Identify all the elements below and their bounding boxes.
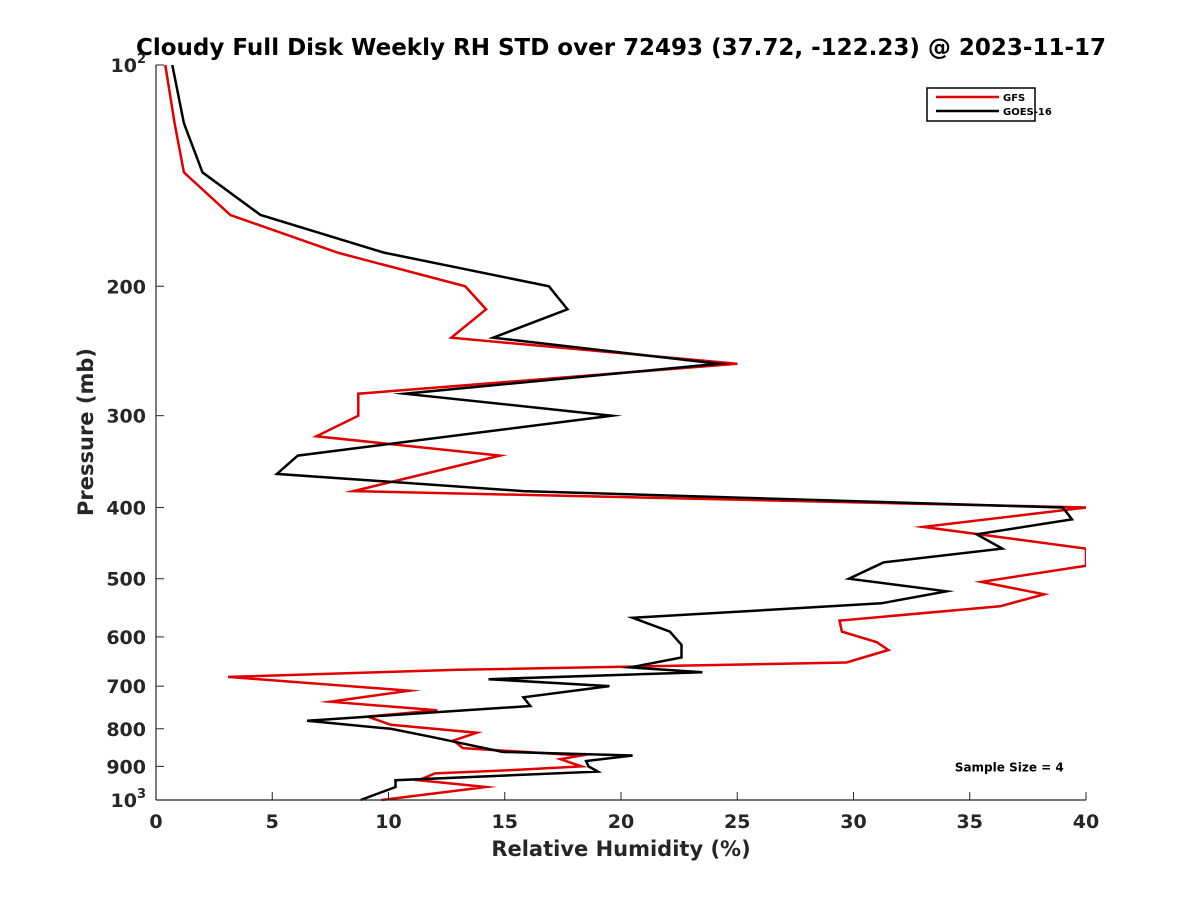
y-ticks: 102 200 300 400 500 600 700 800 900 103	[106, 52, 164, 812]
x-tick-label: 15	[492, 811, 518, 833]
y-tick-label: 700	[106, 676, 146, 698]
x-tick-label: 20	[608, 811, 634, 833]
x-tick-label: 35	[957, 811, 983, 833]
legend: GFS GOES-16	[926, 87, 1052, 122]
series-line-goes-16	[171, 64, 1075, 802]
x-axis-label: Relative Humidity (%)	[491, 837, 750, 861]
x-tick-label: 5	[266, 811, 279, 833]
x-tick-label: 10	[375, 811, 401, 833]
chart-title: Cloudy Full Disk Weekly RH STD over 7249…	[136, 35, 1106, 61]
y-tick-label: 600	[106, 627, 146, 649]
y-tick-label: 800	[106, 719, 146, 741]
annotations: Sample Size = 4	[955, 760, 1064, 774]
y-tick-label: 400	[106, 498, 146, 520]
y-tick-label: 102	[111, 52, 147, 77]
y-axis-label: Pressure (mb)	[74, 348, 98, 516]
legend-box	[926, 87, 1036, 122]
legend-label: GFS	[1003, 93, 1025, 104]
x-tick-label: 40	[1073, 811, 1099, 833]
plot-area: 0 5 10 15 20 25 30 35 40 102 200 300 400 500 600 700 80…	[106, 52, 1099, 833]
legend-label: GOES-16	[1003, 107, 1052, 118]
sample-size-annotation: Sample Size = 4	[955, 760, 1064, 774]
y-tick-label: 200	[106, 276, 146, 298]
y-tick-label: 103	[111, 787, 147, 812]
y-tick-label: 300	[106, 406, 146, 428]
x-tick-label: 25	[724, 811, 750, 833]
x-tick-label: 30	[840, 811, 866, 833]
y-tick-label: 500	[106, 569, 146, 591]
y-tick-label: 900	[106, 756, 146, 778]
x-ticks: 0 5 10 15 20 25 30 35 40	[149, 792, 1099, 833]
series-layer	[164, 64, 1086, 802]
x-tick-label: 0	[149, 811, 162, 833]
